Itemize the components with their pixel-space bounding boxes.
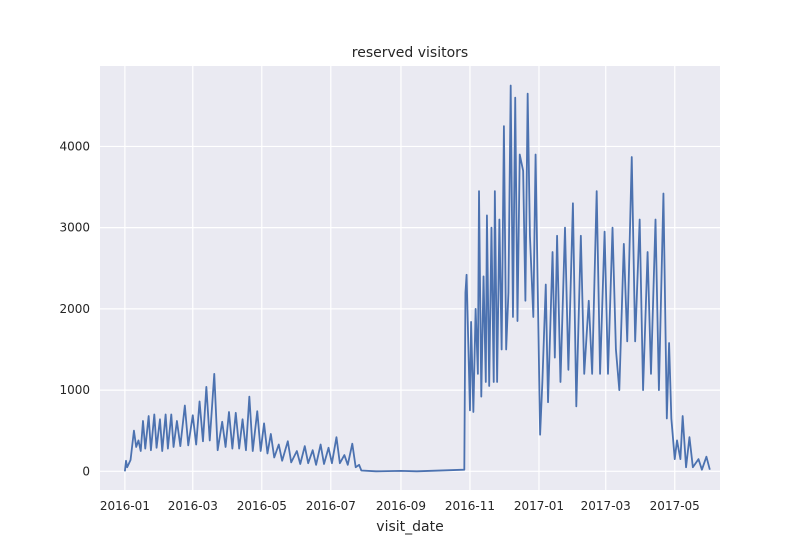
x-tick-label: 2016-01: [100, 499, 150, 513]
x-axis-ticks: 2016-01 2016-03 2016-05 2016-07 2016-09 2016-…: [100, 499, 700, 513]
chart-title: reserved visitors: [352, 45, 468, 61]
series-group: [123, 84, 711, 473]
plot-area: [100, 66, 720, 490]
y-tick-label: 4000: [59, 139, 90, 153]
y-axis-ticks: 0 1000 2000 3000 4000: [59, 139, 90, 478]
y-tick-label: 3000: [59, 221, 90, 235]
x-tick-label: 2017-05: [650, 499, 700, 513]
y-tick-label: 2000: [59, 302, 90, 316]
x-tick-label: 2016-05: [237, 499, 287, 513]
x-tick-label: 2016-03: [168, 499, 218, 513]
x-axis-label: visit_date: [376, 519, 443, 535]
y-tick-label: 0: [82, 464, 90, 478]
x-tick-label: 2016-09: [376, 499, 426, 513]
series-line: [123, 84, 711, 473]
x-tick-label: 2016-07: [306, 499, 356, 513]
x-tick-label: 2017-01: [514, 499, 564, 513]
y-tick-label: 1000: [59, 383, 90, 397]
x-tick-label: 2017-03: [581, 499, 631, 513]
x-tick-label: 2016-11: [445, 499, 495, 513]
